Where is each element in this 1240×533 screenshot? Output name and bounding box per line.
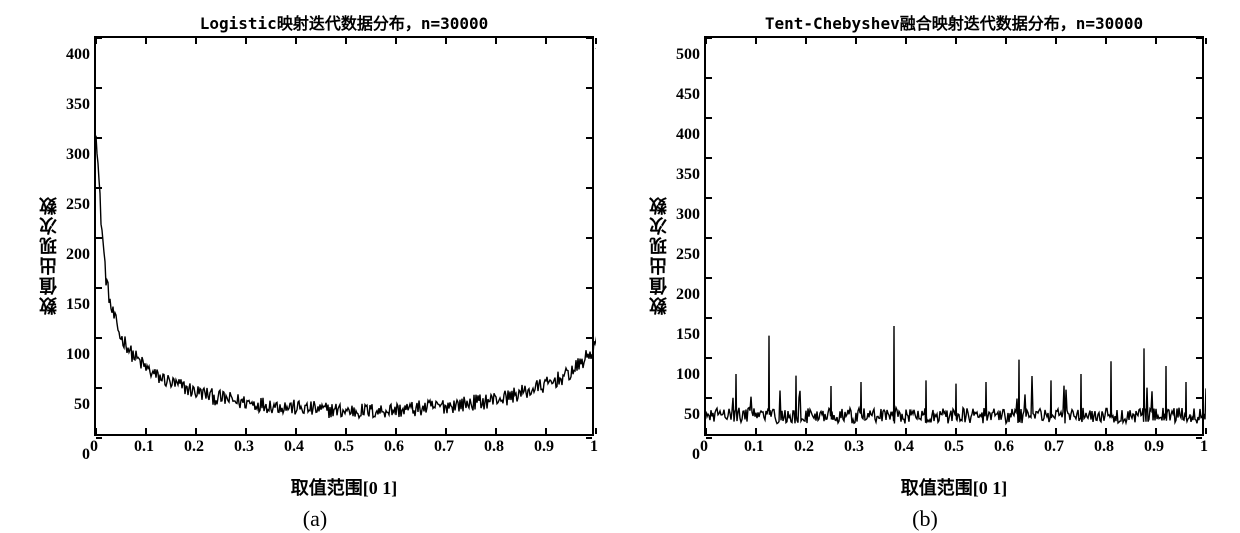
plot-svg-b — [706, 38, 1206, 438]
plot-col-b: Tent-Chebyshev融合映射迭代数据分布，n=30000 00.10.2… — [704, 10, 1204, 500]
plot-col-a: Logistic映射迭代数据分布，n=30000 00.10.20.30.40.… — [94, 10, 594, 500]
panel-a: 数值出现次数 400350300250200150100500 Logistic… — [36, 10, 594, 532]
yticks-b: 500450400350300250200150100500 — [676, 55, 700, 455]
panel-b: 数值出现次数 500450400350300250200150100500 Te… — [646, 10, 1204, 532]
sublabel-b: (b) — [912, 506, 938, 532]
ylabel-b: 数值出现次数 — [646, 195, 672, 315]
xticks-a: 00.10.20.30.40.50.60.70.80.91 — [94, 438, 594, 456]
xticks-b: 00.10.20.30.40.50.60.70.80.91 — [704, 438, 1204, 456]
xlabel-a: 取值范围[0 1] — [291, 474, 398, 500]
xlabel-b: 取值范围[0 1] — [901, 474, 1008, 500]
plot-box-b — [704, 36, 1204, 436]
data-line — [706, 326, 1206, 424]
title-a: Logistic映射迭代数据分布，n=30000 — [200, 10, 489, 34]
sublabel-a: (a) — [303, 506, 327, 532]
data-line — [96, 48, 596, 418]
plot-svg-a — [96, 38, 596, 438]
plot-box-a — [94, 36, 594, 436]
chart-row-b: 数值出现次数 500450400350300250200150100500 Te… — [646, 10, 1204, 500]
chart-row-a: 数值出现次数 400350300250200150100500 Logistic… — [36, 10, 594, 500]
ylabel-a: 数值出现次数 — [36, 195, 62, 315]
title-b: Tent-Chebyshev融合映射迭代数据分布，n=30000 — [765, 10, 1143, 34]
yticks-a: 400350300250200150100500 — [66, 55, 90, 455]
